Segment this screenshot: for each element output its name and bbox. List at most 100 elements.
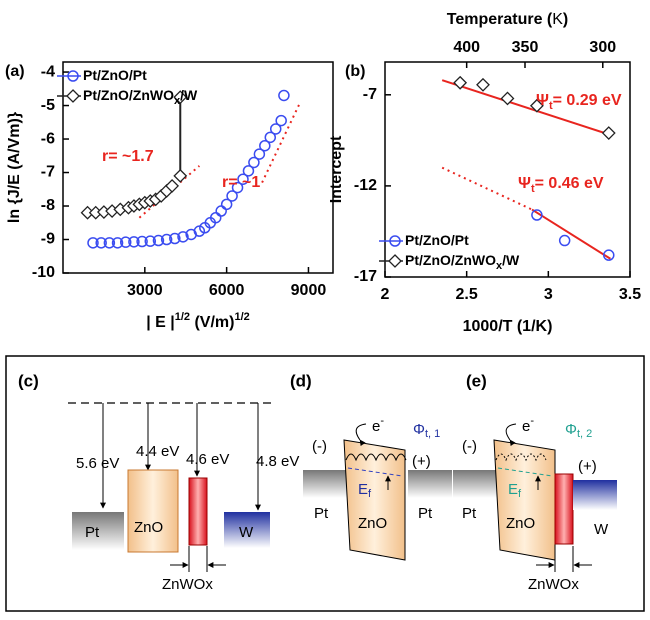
y-tick-label: -9 (41, 231, 55, 248)
point (500, 91, 515, 106)
annotation: Ψt= 0.46 eV (518, 175, 604, 195)
pt-block (72, 512, 124, 550)
x-tick-label: 2 (381, 286, 390, 303)
legend-marker (66, 89, 80, 103)
annotation: r= ~1 (222, 174, 260, 191)
band-diagrams: (c) 5.6 eV 4.4 eV 4.6 eV 4.8 eV Pt ZnO W… (5, 355, 645, 612)
chart: (b) 2 2.5 3 3.5 -7 -12 -17 400 350 300 Temperature … (328, 11, 641, 335)
panel-label: (c) (18, 371, 39, 390)
legend-label-part: /W (502, 252, 520, 268)
fermi-level (347, 467, 403, 477)
fermi-level (497, 467, 553, 477)
electron: e- (372, 415, 384, 435)
legend-marker (67, 70, 79, 82)
x2-tick-label: 400 (453, 39, 480, 56)
legend-marker (389, 235, 401, 247)
x-axis-label-part: | E | (146, 314, 175, 331)
layer-label: W (239, 524, 254, 541)
x2-axis-label-part: Temperature ( (447, 11, 553, 28)
barrier: Φt, 2 (565, 421, 592, 440)
layer-label: Pt (462, 505, 477, 522)
polarity: (+) (578, 458, 597, 475)
point (87, 237, 99, 249)
fermi-label: Ef (358, 481, 372, 500)
point (264, 131, 277, 144)
x2-tick-label: 350 (512, 39, 539, 56)
x-axis-label-part: 1/2 (234, 311, 249, 323)
point (531, 209, 543, 221)
point (226, 190, 238, 202)
barrier-sub: t, 2 (577, 428, 592, 440)
legend-label: Pt/ZnO/Pt (83, 67, 147, 83)
layer-label: Pt (418, 505, 433, 522)
annotation-part: Ψ (518, 175, 531, 192)
y-axis-label-part: Intercept (328, 135, 345, 203)
legend-label-part: Pt/ZnO/Pt (405, 232, 469, 248)
pt-block (408, 470, 452, 498)
x-tick-label: 9000 (291, 282, 327, 299)
fermi-label: Ef (508, 481, 522, 500)
point (453, 75, 468, 90)
point (128, 236, 140, 248)
annotation-part: r= ~1.7 (102, 148, 154, 165)
point (169, 232, 181, 245)
energy-label: 4.6 eV (186, 451, 229, 468)
barrier-sub: t, 1 (425, 428, 440, 440)
fit-line (531, 208, 611, 260)
y-tick-label: -12 (354, 177, 377, 194)
charts: (a)3000 6000 9000-4-5-6-7-8-9-10| E |1/2 (… (5, 11, 641, 335)
y-axis-label: Intercept (328, 135, 345, 203)
annotation-part: t (531, 183, 535, 195)
point (215, 205, 227, 217)
point (173, 168, 188, 183)
layer-label: ZnWOx (162, 576, 213, 593)
polarity: (-) (312, 438, 327, 455)
point (259, 139, 271, 152)
point (269, 123, 282, 135)
x-axis-label-part: 1000/T (1/K) (463, 318, 553, 335)
point (242, 165, 255, 177)
y-axis-label: ln {J/E (A/Vm)} (6, 112, 23, 223)
annotation: Ψt= 0.29 eV (536, 92, 622, 112)
x-axis-label: | E |1/2 (V/m)1/2 (146, 311, 250, 331)
legend-label-part: Pt/ZnO/ZnWO (83, 87, 174, 103)
x-tick-label: 2.5 (456, 286, 478, 303)
point (95, 237, 107, 249)
polarity: (+) (412, 453, 431, 470)
point (144, 235, 157, 247)
hopping (345, 453, 407, 462)
layer-label: ZnWOx (528, 576, 579, 593)
legend-marker (388, 254, 402, 268)
fermi-sub: f (368, 488, 372, 500)
pt-block (453, 470, 499, 498)
point (558, 234, 571, 247)
panel-label: (e) (466, 371, 487, 390)
znwox-block (188, 477, 208, 546)
electron-sup: - (380, 415, 384, 427)
zno-block (343, 439, 406, 561)
legend-label-part: x (496, 260, 503, 272)
annotation: r= ~1.7 (102, 148, 154, 165)
point (275, 114, 287, 127)
w-block (573, 480, 617, 510)
panel-label: (d) (290, 371, 312, 390)
chart: (a)3000 6000 9000-4-5-6-7-8-9-10| E |1/2 (… (5, 61, 334, 331)
point (278, 89, 290, 102)
point (152, 234, 165, 247)
legend-label-part: /W (180, 87, 198, 103)
annotation-part: t (549, 100, 553, 112)
y-tick-label: -7 (363, 86, 377, 103)
point (165, 179, 180, 193)
point (111, 237, 124, 249)
fermi-label: E (358, 481, 368, 498)
point (160, 233, 173, 246)
point (173, 90, 188, 105)
y-tick-label: -10 (32, 264, 55, 281)
x2-axis-label-part: K (552, 11, 563, 28)
barrier: Φt, 1 (413, 421, 440, 440)
x2-axis-label: Temperature (K) (447, 11, 569, 28)
point (231, 181, 244, 194)
hopping (495, 453, 547, 462)
point (603, 249, 615, 261)
legend-label: Pt/ZnO/Pt (405, 232, 469, 248)
